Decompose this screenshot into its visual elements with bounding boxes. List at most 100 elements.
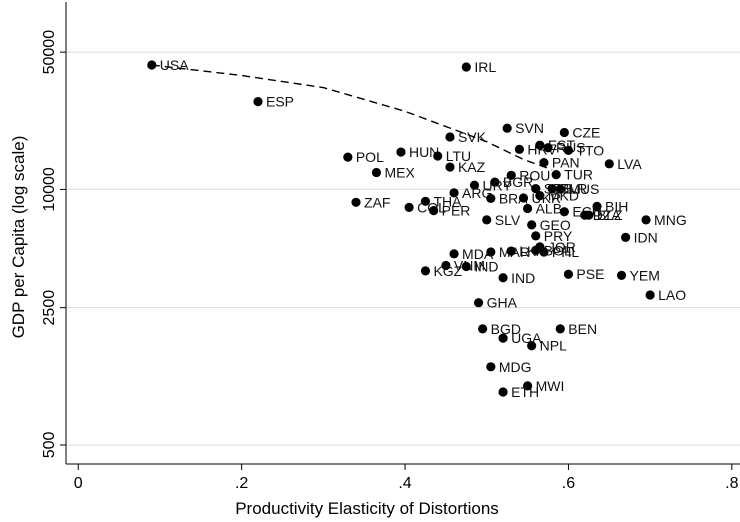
point-label: LKA <box>519 243 546 259</box>
data-point <box>535 140 545 150</box>
data-point <box>473 298 484 308</box>
data-point <box>461 261 471 272</box>
axes <box>65 2 740 465</box>
point-label: MEX <box>384 164 415 180</box>
data-point <box>563 145 574 156</box>
data-point <box>518 193 529 203</box>
data-point <box>641 215 651 225</box>
data-point <box>343 152 353 162</box>
point-label: UGA <box>511 330 542 346</box>
point-label: ALB <box>536 200 562 216</box>
point-label: THA <box>433 193 462 209</box>
data-point <box>482 215 492 225</box>
point-label: ROU <box>519 167 550 183</box>
point-label: MKD <box>548 188 579 204</box>
point-label: JOR <box>548 239 576 255</box>
point-label: LAO <box>658 287 686 303</box>
data-point <box>547 183 557 194</box>
point-label: SVN <box>515 120 544 136</box>
data-point <box>522 203 533 214</box>
y-tick-label: 10000 <box>41 167 58 212</box>
point-label: TTO <box>576 142 604 158</box>
data-point <box>449 188 459 198</box>
point-label: MNG <box>654 212 687 228</box>
data-point <box>486 362 496 372</box>
point-label: BLZ <box>597 207 623 223</box>
point-label: BLR <box>560 181 587 197</box>
point-label: YEM <box>630 267 660 283</box>
y-tick-label: 500 <box>41 432 58 459</box>
data-point <box>539 157 549 168</box>
point-label: MUS <box>568 181 599 197</box>
data-point <box>486 247 496 257</box>
data-point <box>645 290 655 300</box>
data-point <box>498 333 508 343</box>
point-label: PAN <box>552 155 580 171</box>
point-label: PER <box>442 203 471 219</box>
data-point <box>404 202 414 213</box>
data-point <box>441 260 451 271</box>
data-point <box>420 266 431 276</box>
point-label: PHL <box>552 244 579 260</box>
data-point <box>592 201 602 211</box>
point-label: HUN <box>409 144 439 160</box>
data-point <box>559 207 569 217</box>
point-label: USA <box>160 57 189 73</box>
x-axis-title: Productivity Elasticity of Distortions <box>235 499 499 518</box>
point-label: GEO <box>540 217 571 233</box>
data-point <box>527 220 537 230</box>
data-point <box>351 197 361 207</box>
data-point <box>486 193 496 204</box>
point-label: URY <box>482 177 512 193</box>
point-label: PRY <box>544 228 573 244</box>
data-point <box>253 96 263 107</box>
data-point <box>543 143 553 153</box>
data-point <box>396 147 406 157</box>
point-label: IND <box>511 270 535 286</box>
data-point <box>147 60 157 70</box>
data-point <box>449 249 459 259</box>
point-label: GHA <box>487 295 518 311</box>
data-point <box>621 232 631 242</box>
data-point <box>506 246 516 256</box>
point-label: UKR <box>532 190 562 206</box>
point-label: ZAF <box>364 194 390 210</box>
point-label: ARG <box>462 185 492 201</box>
data-point <box>371 167 382 178</box>
point-label: MDA <box>462 246 494 262</box>
data-point <box>506 170 516 180</box>
point-label: TUR <box>564 167 593 183</box>
point-label: LVA <box>617 156 642 172</box>
data-point <box>498 273 508 283</box>
point-label: LTU <box>446 148 471 164</box>
data-point <box>555 184 565 194</box>
data-point <box>535 191 545 201</box>
data-point <box>527 341 537 351</box>
tick-marks-and-labels: 0 .2 .4 .6 .8 50000 10000 2500 500 <box>41 30 739 492</box>
point-label: POL <box>356 149 384 165</box>
data-point <box>478 324 488 334</box>
data-points: USAIRLESPSVNCZESVKESTHRVRUSTTOHUNLTUPOLP… <box>147 57 687 400</box>
x-tick-label: .4 <box>398 475 411 492</box>
data-point <box>584 210 594 220</box>
point-label: CZE <box>572 124 600 140</box>
data-point <box>616 270 627 280</box>
data-point <box>429 206 439 216</box>
point-label: IDN <box>634 229 658 245</box>
point-label: NPL <box>540 338 567 354</box>
data-point <box>420 196 431 206</box>
x-tick-label: 0 <box>74 475 83 492</box>
y-axis-title: GDP per Capita (log scale) <box>9 136 28 339</box>
data-point <box>502 123 512 133</box>
data-point <box>551 169 561 180</box>
data-point <box>498 387 508 397</box>
data-point <box>445 132 455 142</box>
data-point <box>559 127 569 138</box>
point-label: ESP <box>266 94 294 110</box>
point-label: SLV <box>495 212 521 228</box>
point-label: KGZ <box>433 263 462 279</box>
gridlines <box>66 51 740 446</box>
point-label: IRL <box>474 59 496 75</box>
point-label: BOL <box>544 242 572 258</box>
